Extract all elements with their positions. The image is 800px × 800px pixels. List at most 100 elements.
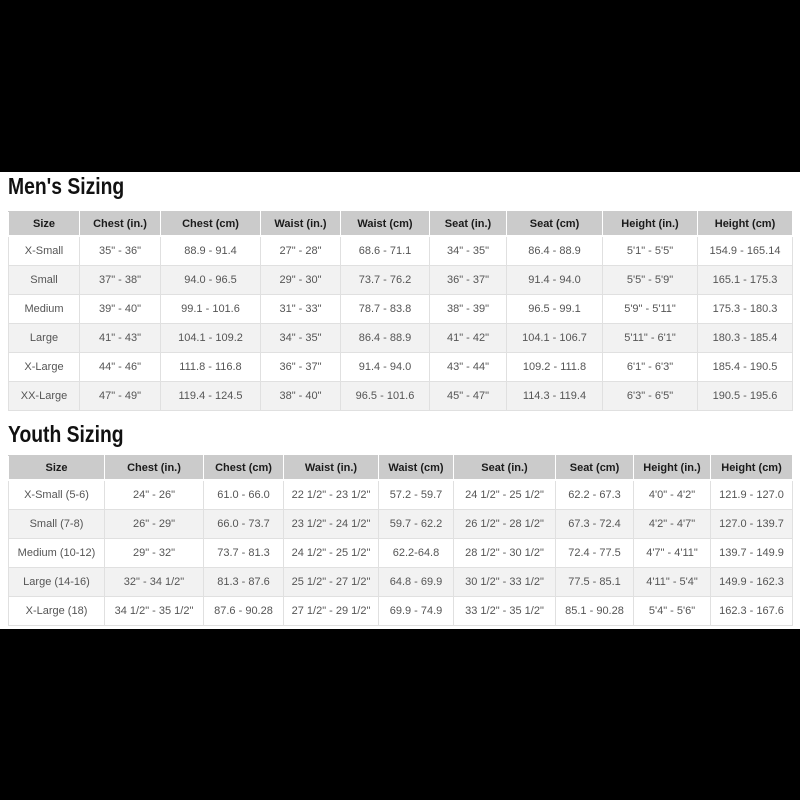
table-cell: X-Large (18) xyxy=(8,596,105,626)
table-row: X-Small (5-6) 24" - 26" 61.0 - 66.0 22 1/2"… xyxy=(8,479,793,510)
table-row: Medium 39" - 40" 99.1 - 101.6 31" - 33" 78.7… xyxy=(8,294,793,324)
table-cell: 35" - 36" xyxy=(79,235,161,266)
table-row: Small 37" - 38" 94.0 - 96.5 29" - 30" 73.7 -… xyxy=(8,265,793,295)
table-cell: Small xyxy=(8,265,80,295)
table-cell: 86.4 - 88.9 xyxy=(506,235,603,266)
column-header: Waist (cm) xyxy=(378,455,454,481)
table-cell: 30 1/2" - 33 1/2" xyxy=(453,567,556,597)
table-cell: 96.5 - 101.6 xyxy=(340,381,430,411)
table-cell: 24 1/2" - 25 1/2" xyxy=(453,479,556,510)
table-cell: 96.5 - 99.1 xyxy=(506,294,603,324)
column-header: Seat (cm) xyxy=(506,211,603,237)
table-cell: 27" - 28" xyxy=(260,235,341,266)
table-cell: 139.7 - 149.9 xyxy=(710,538,793,568)
table-cell: 81.3 - 87.6 xyxy=(203,567,284,597)
table-cell: 85.1 - 90.28 xyxy=(555,596,634,626)
column-header: Height (cm) xyxy=(697,211,793,237)
column-header: Chest (cm) xyxy=(203,455,284,481)
table-cell: 47" - 49" xyxy=(79,381,161,411)
table-row: X-Small 35" - 36" 88.9 - 91.4 27" - 28" 68.6… xyxy=(8,235,793,266)
table-cell: 99.1 - 101.6 xyxy=(160,294,261,324)
table-cell: 119.4 - 124.5 xyxy=(160,381,261,411)
table-cell: 38" - 40" xyxy=(260,381,341,411)
table-cell: 77.5 - 85.1 xyxy=(555,567,634,597)
table-cell: 29" - 30" xyxy=(260,265,341,295)
column-header: Chest (in.) xyxy=(104,455,204,481)
table-cell: 5'9" - 5'11" xyxy=(602,294,698,324)
table-cell: 149.9 - 162.3 xyxy=(710,567,793,597)
table-cell: 38" - 39" xyxy=(429,294,507,324)
table-cell: 73.7 - 76.2 xyxy=(340,265,430,295)
mens-sizing-table: Size Chest (in.) Chest (cm) Waist (in.) Wais… xyxy=(8,211,793,411)
table-cell: X-Small xyxy=(8,235,80,266)
column-header: Chest (in.) xyxy=(79,211,161,237)
table-cell: 25 1/2" - 27 1/2" xyxy=(283,567,379,597)
top-black-bar xyxy=(0,0,800,172)
table-cell: 4'0" - 4'2" xyxy=(633,479,711,510)
column-header: Waist (in.) xyxy=(260,211,341,237)
table-row: Small (7-8) 26" - 29" 66.0 - 73.7 23 1/2" -… xyxy=(8,509,793,539)
column-header: Waist (in.) xyxy=(283,455,379,481)
table-cell: 5'11" - 6'1" xyxy=(602,323,698,353)
table-cell: 64.8 - 69.9 xyxy=(378,567,454,597)
table-cell: 4'7" - 4'11" xyxy=(633,538,711,568)
table-cell: 86.4 - 88.9 xyxy=(340,323,430,353)
table-cell: 23 1/2" - 24 1/2" xyxy=(283,509,379,539)
table-cell: 26 1/2" - 28 1/2" xyxy=(453,509,556,539)
table-cell: 104.1 - 106.7 xyxy=(506,323,603,353)
table-cell: 180.3 - 185.4 xyxy=(697,323,793,353)
table-cell: Large (14-16) xyxy=(8,567,105,597)
table-cell: 88.9 - 91.4 xyxy=(160,235,261,266)
table-cell: 67.3 - 72.4 xyxy=(555,509,634,539)
sizing-charts-section: Men's Sizing Size Chest (in.) Chest (cm) Wa… xyxy=(0,172,800,629)
table-cell: 121.9 - 127.0 xyxy=(710,479,793,510)
table-cell: 39" - 40" xyxy=(79,294,161,324)
table-cell: 165.1 - 175.3 xyxy=(697,265,793,295)
table-cell: 27 1/2" - 29 1/2" xyxy=(283,596,379,626)
table-cell: 4'2" - 4'7" xyxy=(633,509,711,539)
table-cell: 33 1/2" - 35 1/2" xyxy=(453,596,556,626)
table-cell: 109.2 - 111.8 xyxy=(506,352,603,382)
table-cell: 44" - 46" xyxy=(79,352,161,382)
table-cell: 66.0 - 73.7 xyxy=(203,509,284,539)
youth-sizing-title: Youth Sizing xyxy=(8,421,124,447)
table-cell: 91.4 - 94.0 xyxy=(340,352,430,382)
table-cell: 104.1 - 109.2 xyxy=(160,323,261,353)
table-cell: 73.7 - 81.3 xyxy=(203,538,284,568)
header-row: Size Chest (in.) Chest (cm) Waist (in.) Wais… xyxy=(8,455,793,481)
table-cell: 43" - 44" xyxy=(429,352,507,382)
column-header: Seat (in.) xyxy=(429,211,507,237)
table-row: X-Large (18) 34 1/2" - 35 1/2" 87.6 - 90.2… xyxy=(8,596,793,626)
table-cell: 175.3 - 180.3 xyxy=(697,294,793,324)
table-cell: 28 1/2" - 30 1/2" xyxy=(453,538,556,568)
table-cell: 37" - 38" xyxy=(79,265,161,295)
table-cell: 26" - 29" xyxy=(104,509,204,539)
table-cell: 36" - 37" xyxy=(429,265,507,295)
table-cell: 24 1/2" - 25 1/2" xyxy=(283,538,379,568)
table-cell: 22 1/2" - 23 1/2" xyxy=(283,479,379,510)
table-cell: 72.4 - 77.5 xyxy=(555,538,634,568)
table-cell: 69.9 - 74.9 xyxy=(378,596,454,626)
table-cell: 31" - 33" xyxy=(260,294,341,324)
table-row: Medium (10-12) 29" - 32" 73.7 - 81.3 24 1/2… xyxy=(8,538,793,568)
column-header: Size xyxy=(8,211,80,237)
table-cell: 68.6 - 71.1 xyxy=(340,235,430,266)
table-cell: 94.0 - 96.5 xyxy=(160,265,261,295)
table-cell: 127.0 - 139.7 xyxy=(710,509,793,539)
column-header: Seat (cm) xyxy=(555,455,634,481)
table-cell: 91.4 - 94.0 xyxy=(506,265,603,295)
table-cell: 36" - 37" xyxy=(260,352,341,382)
table-cell: 185.4 - 190.5 xyxy=(697,352,793,382)
column-header: Seat (in.) xyxy=(453,455,556,481)
column-header: Height (in.) xyxy=(602,211,698,237)
table-cell: Large xyxy=(8,323,80,353)
mens-sizing-title: Men's Sizing xyxy=(8,173,125,199)
table-cell: 111.8 - 116.8 xyxy=(160,352,261,382)
bottom-black-bar xyxy=(0,629,800,800)
table-cell: 154.9 - 165.14 xyxy=(697,235,793,266)
table-cell: Medium xyxy=(8,294,80,324)
table-cell: Small (7-8) xyxy=(8,509,105,539)
table-cell: X-Large xyxy=(8,352,80,382)
table-cell: 32" - 34 1/2" xyxy=(104,567,204,597)
table-cell: 4'11" - 5'4" xyxy=(633,567,711,597)
